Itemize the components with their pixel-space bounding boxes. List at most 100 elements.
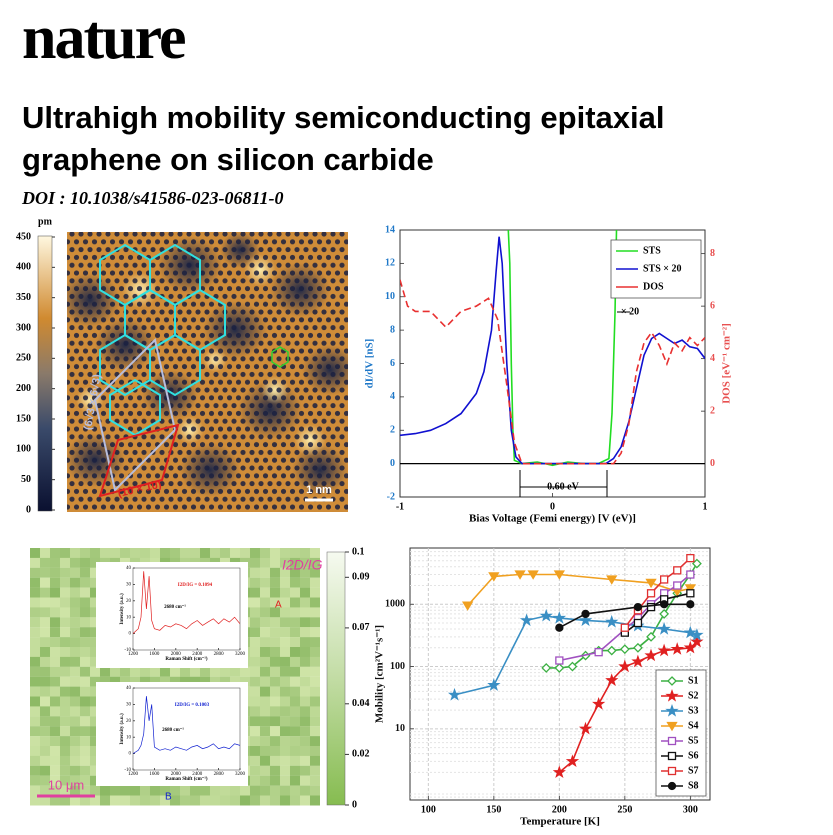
map-cell xyxy=(120,548,130,558)
map-cell xyxy=(50,647,60,657)
map-cell xyxy=(250,647,260,657)
map-cell xyxy=(140,548,150,558)
y-tick-label: 14 xyxy=(385,224,395,235)
map-cell xyxy=(310,567,320,578)
plot-frame xyxy=(132,687,241,771)
map-cell xyxy=(90,775,100,786)
map-cell xyxy=(300,637,310,648)
map-cell xyxy=(280,637,290,648)
map-cell xyxy=(300,726,310,737)
map-cell xyxy=(50,656,60,667)
map-cell xyxy=(70,607,80,618)
map-cell xyxy=(50,755,60,766)
map-cell xyxy=(260,746,270,756)
y-tick-label: 4 xyxy=(390,391,395,402)
marker xyxy=(592,696,606,710)
map-cell xyxy=(50,676,60,687)
marker xyxy=(667,676,677,686)
map-cell xyxy=(280,736,290,747)
map-cell xyxy=(60,627,70,638)
map-cell xyxy=(90,597,100,608)
map-cell xyxy=(170,548,180,558)
legend-label: S3 xyxy=(688,705,699,716)
marker xyxy=(673,566,682,575)
map-cell xyxy=(270,795,280,806)
map-cell xyxy=(60,597,70,608)
map-cell xyxy=(280,765,290,776)
map-cell xyxy=(40,755,50,766)
marker xyxy=(665,704,679,717)
map-cell xyxy=(280,617,290,628)
marker xyxy=(578,613,593,627)
map-cell xyxy=(310,597,320,608)
marker xyxy=(666,721,678,732)
map-cell xyxy=(40,706,50,717)
map-cell xyxy=(310,617,320,628)
y-tick-label: -10 xyxy=(124,648,131,653)
marker xyxy=(488,572,500,582)
map-cell xyxy=(40,716,50,727)
map-cell xyxy=(90,726,100,737)
journal-logo: nature xyxy=(22,4,185,72)
map-cell xyxy=(60,557,70,568)
map-cell xyxy=(280,656,290,667)
map-cell xyxy=(250,755,260,766)
map-cell xyxy=(40,597,50,608)
map-cell xyxy=(180,666,190,677)
map-cell xyxy=(40,775,50,786)
map-cell xyxy=(60,706,70,717)
marker xyxy=(686,600,695,609)
map-cell xyxy=(280,696,290,707)
map-cell xyxy=(280,548,290,558)
map-cell xyxy=(280,587,290,598)
map-cell xyxy=(260,548,270,558)
marker xyxy=(514,570,526,580)
x-axis-label: Raman Shift (cm⁻¹) xyxy=(165,776,208,782)
y-tick-label: 40 xyxy=(126,566,132,571)
map-cell xyxy=(250,795,260,806)
map-cell xyxy=(80,765,90,776)
map-cell xyxy=(230,785,240,796)
map-cell xyxy=(270,567,280,578)
map-cell xyxy=(50,597,60,608)
map-cell xyxy=(170,785,180,796)
map-cell xyxy=(90,656,100,667)
map-cell xyxy=(300,666,310,677)
map-cell xyxy=(290,557,300,568)
map-cell xyxy=(90,696,100,707)
map-cell xyxy=(30,746,40,756)
colorbar-tick-label: 0.1 xyxy=(352,546,365,557)
map-cell xyxy=(70,785,80,796)
y-tick-label: 30 xyxy=(126,583,132,588)
map-cell xyxy=(30,726,40,737)
map-cell xyxy=(260,607,270,618)
map-cell xyxy=(80,795,90,806)
map-cell xyxy=(90,795,100,806)
map-cell xyxy=(80,686,90,697)
y-axis-label: Intensity (a.u.) xyxy=(120,593,125,625)
map-cell xyxy=(270,785,280,796)
map-cell xyxy=(90,647,100,657)
map-cell xyxy=(270,627,280,638)
map-cell xyxy=(300,557,310,568)
map-cell xyxy=(270,696,280,707)
map-cell xyxy=(70,795,80,806)
marker xyxy=(578,721,593,735)
map-cell xyxy=(50,587,60,598)
y-tick-label: 10 xyxy=(126,735,132,740)
map-cell xyxy=(70,676,80,687)
map-cell xyxy=(210,666,220,677)
map-cell xyxy=(260,696,270,707)
legend-label: S1 xyxy=(688,675,699,686)
map-cell xyxy=(30,676,40,687)
map-cell xyxy=(110,676,120,687)
legend-label: S2 xyxy=(688,690,699,701)
marker xyxy=(633,642,643,653)
marker xyxy=(646,602,656,612)
map-cell xyxy=(90,676,100,687)
map-cell xyxy=(190,666,200,677)
map-cell xyxy=(280,746,290,756)
map-cell xyxy=(250,706,260,717)
map-cell xyxy=(290,696,300,707)
x-tick-label: 1600 xyxy=(149,652,160,657)
